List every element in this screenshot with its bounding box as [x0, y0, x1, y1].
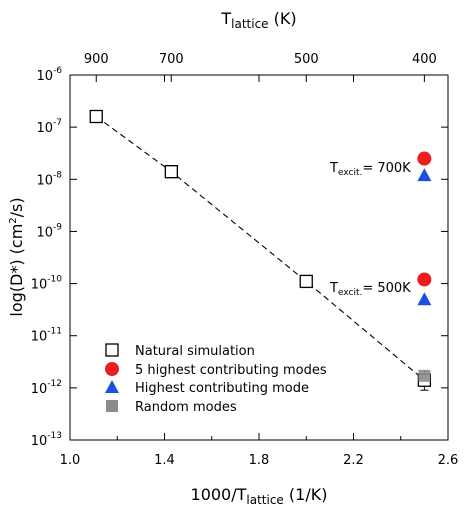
legend-marker-highest-mode [105, 380, 119, 393]
point-5-highest-modes [417, 272, 432, 287]
legend-label-5-modes: 5 highest contributing modes [135, 363, 327, 378]
top-tick-label: 900 [84, 52, 109, 67]
legend-marker-random [106, 400, 118, 412]
y-tick-label: 10-6 [36, 66, 62, 84]
y-tick-label: 10-8 [36, 170, 62, 188]
annotation-700k: Texcit.= 700K [329, 161, 411, 178]
x-tick-label: 1.4 [154, 453, 175, 468]
point-highest-mode [417, 292, 432, 306]
y-tick-label: 10-10 [31, 275, 63, 293]
top-tick-label: 700 [159, 52, 184, 67]
top-tick-label: 400 [412, 52, 437, 67]
point-highest-mode [417, 168, 432, 182]
ticks-layer: 1.0 1.4 1.8 2.2 2.6 900 700 500 400 10-6 10-7 10-8 1… [31, 52, 459, 468]
point-natural-simulation [164, 165, 179, 179]
y-tick-label: 10-7 [36, 118, 62, 136]
x-tick-label: 2.6 [438, 453, 459, 468]
top-axis-title: Tlattice (K) [220, 9, 296, 31]
annotation-500k: Texcit.= 500K [329, 281, 411, 298]
point-random-modes [418, 369, 431, 382]
y-axis-title: log(D*) (cm2/s) [7, 197, 26, 316]
point-natural-simulation [299, 274, 313, 289]
fit-line [95, 116, 425, 381]
x-tick-label: 1.8 [249, 453, 270, 468]
fit-line-layer [95, 116, 425, 381]
legend: Natural simulation 5 highest contributin… [105, 343, 327, 415]
point-natural-simulation [89, 109, 103, 124]
x-axis-title: 1000/Tlattice (1/K) [191, 485, 328, 507]
y-tick-label: 10-11 [31, 327, 62, 345]
top-tick-label: 500 [294, 52, 319, 67]
point-5-highest-modes [417, 151, 432, 166]
legend-label-highest-mode: Highest contributing mode [135, 381, 309, 396]
legend-marker-5-modes [105, 362, 119, 376]
y-tick-label: 10-12 [31, 379, 62, 397]
legend-marker-natural [105, 343, 119, 357]
x-tick-label: 1.0 [60, 453, 81, 468]
x-tick-label: 2.2 [343, 453, 364, 468]
y-tick-label: 10-9 [36, 222, 62, 240]
legend-label-natural: Natural simulation [135, 344, 255, 359]
y-tick-label: 10-13 [31, 431, 62, 449]
data-points-layer [89, 109, 432, 391]
legend-label-random: Random modes [135, 400, 237, 415]
